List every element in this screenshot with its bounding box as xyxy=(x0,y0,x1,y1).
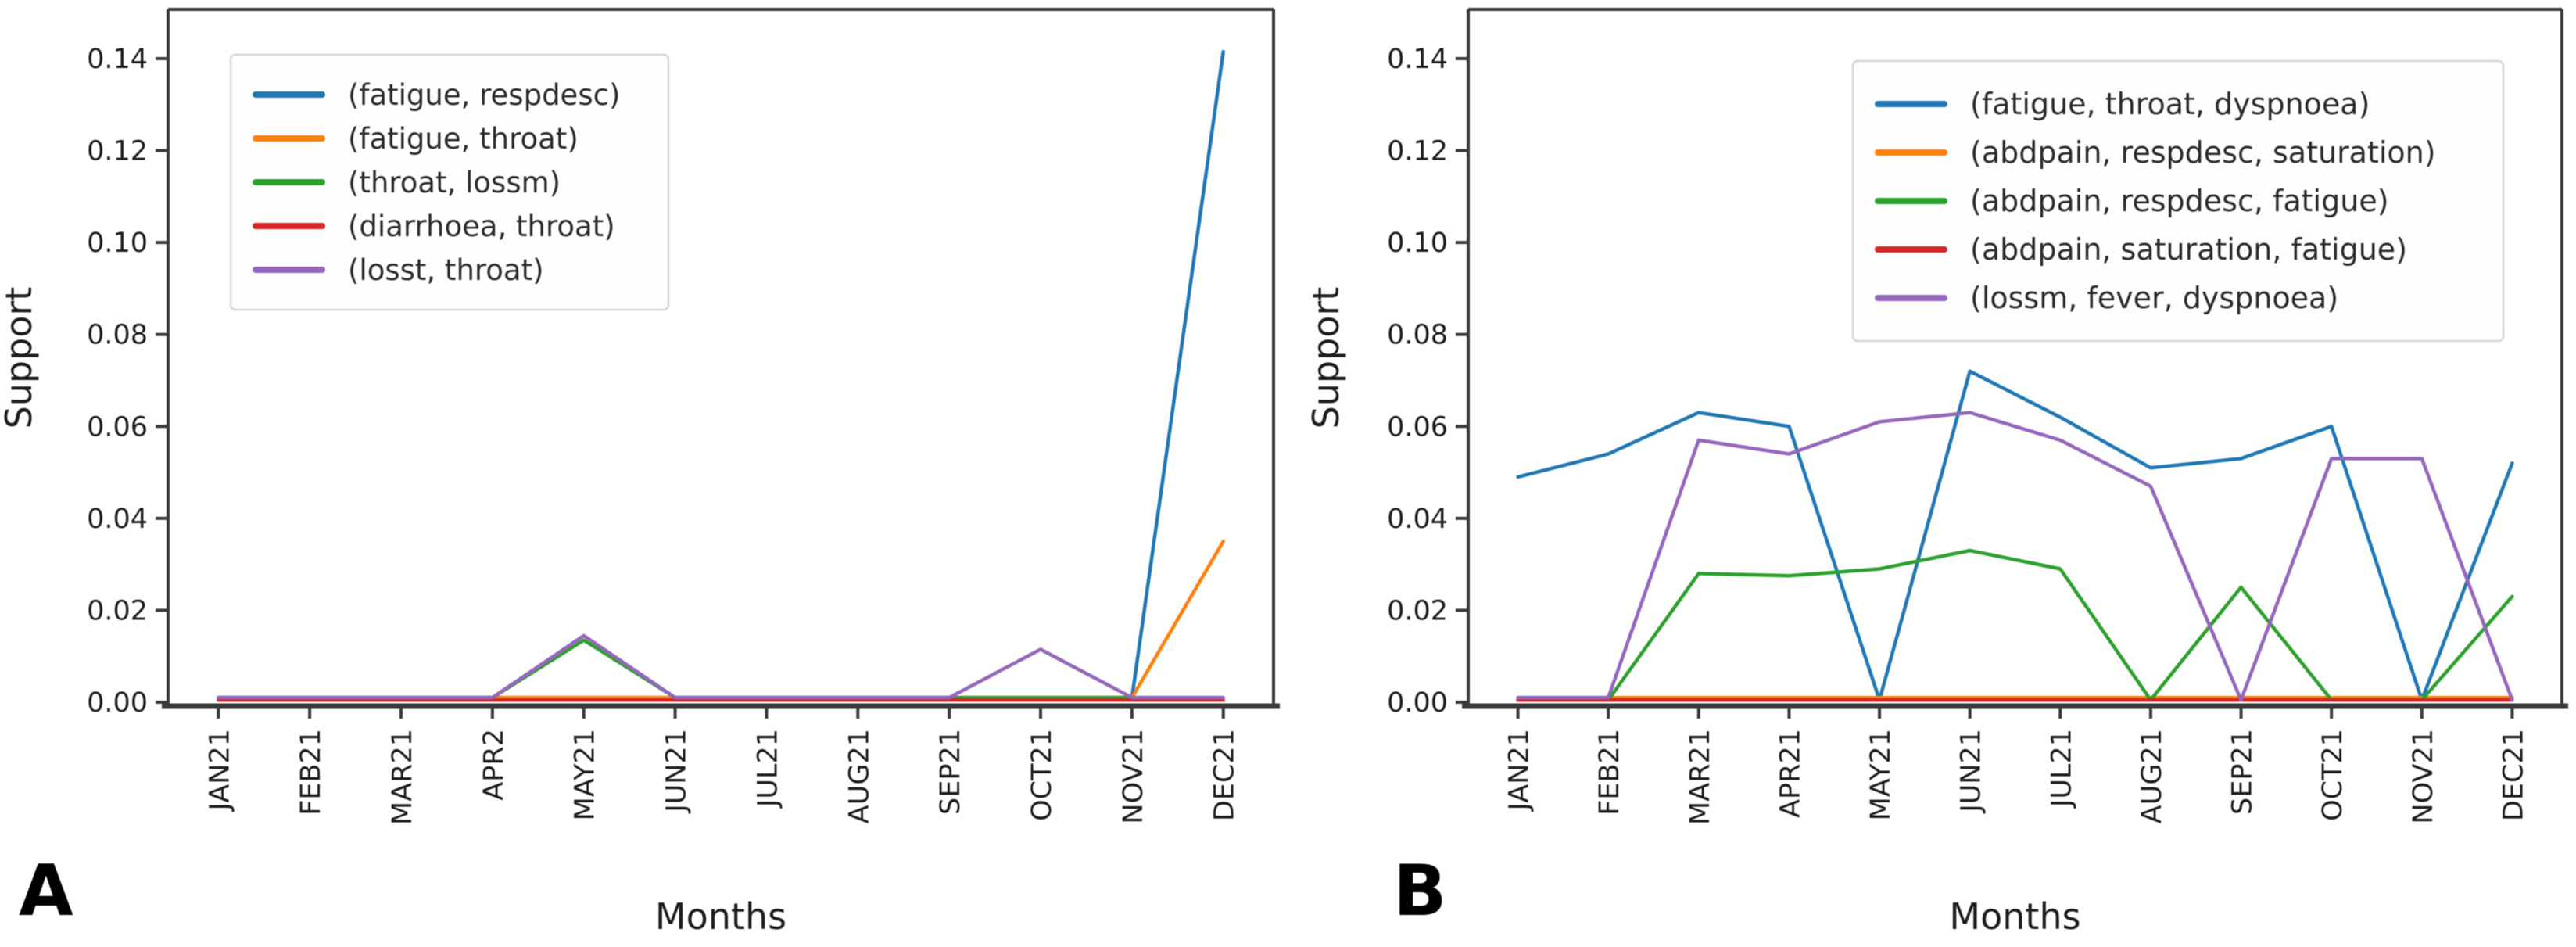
legend-entry-label: (fatigue, throat, dyspnoea) xyxy=(1970,87,2370,121)
x-tick-label: JAN21 xyxy=(204,729,235,812)
y-tick-label: 0.12 xyxy=(1387,136,1448,167)
panel-A: 0.00 0.02 0.04 0.06 0.08 0.10 0.12 0.14 JAN21 FEB… xyxy=(0,8,1280,938)
legend-entry-label: (fatigue, respdesc) xyxy=(348,78,620,112)
x-tick-label: APR21 xyxy=(1775,729,1806,818)
x-tick-label: AUG21 xyxy=(844,729,875,823)
series-line-A-2 xyxy=(217,638,1225,700)
y-axis-title: Support xyxy=(1305,287,1347,429)
legend-entry-label: (abdpain, respdesc, saturation) xyxy=(1970,135,2436,170)
y-tick-label: 0.04 xyxy=(87,504,148,535)
legend-entry-label: (lossm, fever, dyspnoea) xyxy=(1970,281,2338,315)
panel-letter-A: A xyxy=(19,850,73,932)
x-tick-label: APR2 xyxy=(478,729,510,801)
series-line-B-4 xyxy=(1516,411,2514,702)
legend-entry-label: (diarrhoea, throat) xyxy=(348,210,615,243)
x-tick-label: JUL21 xyxy=(752,729,783,809)
x-tick-label: JUN21 xyxy=(1956,729,1987,814)
y-tick-label: 0.10 xyxy=(87,228,148,259)
y-tick-label: 0.00 xyxy=(1387,687,1448,719)
y-tick-label: 0.14 xyxy=(1387,44,1448,75)
y-axis-title: Support xyxy=(0,287,40,429)
y-tick-label: 0.06 xyxy=(1387,411,1448,443)
panel-B: 0.00 0.02 0.04 0.06 0.08 0.10 0.12 0.14 JAN21 FEB… xyxy=(1305,8,2568,938)
x-tick-label: MAY21 xyxy=(1865,729,1897,820)
x-tick-label: NOV21 xyxy=(2408,729,2439,824)
x-tick-label: DEC21 xyxy=(1209,729,1241,821)
y-tick-label: 0.02 xyxy=(1387,595,1448,626)
legend-entry-label: (throat, lossm) xyxy=(348,166,561,199)
y-tick-label: 0.02 xyxy=(87,595,148,626)
y-tick-label: 0.00 xyxy=(87,687,148,719)
x-tick-label: JAN21 xyxy=(1504,729,1535,812)
y-tick-label: 0.04 xyxy=(1387,504,1448,535)
legend-entry-label: (abdpain, saturation, fatigue) xyxy=(1970,232,2407,267)
x-tick-label: JUL21 xyxy=(2046,729,2077,809)
x-tick-label: SEP21 xyxy=(935,729,966,815)
panel-letter-B: B xyxy=(1393,850,1447,932)
legend-entry-label: (losst, throat) xyxy=(348,253,544,287)
x-axis-title: Months xyxy=(1949,895,2080,938)
x-tick-label: MAR21 xyxy=(1685,729,1716,825)
x-tick-label: DEC21 xyxy=(2498,729,2529,821)
series-line-B-2 xyxy=(1516,548,2514,702)
x-tick-label: MAY21 xyxy=(570,729,601,820)
x-axis-title: Months xyxy=(655,895,786,938)
x-tick-label: JUN21 xyxy=(661,729,693,814)
legend-entry-label: (fatigue, throat) xyxy=(348,122,579,156)
x-tick-label: NOV21 xyxy=(1118,729,1149,824)
y-tick-label: 0.08 xyxy=(87,320,148,351)
x-tick-label: AUG21 xyxy=(2137,729,2168,823)
x-tick-label: FEB21 xyxy=(296,729,327,816)
y-tick-label: 0.08 xyxy=(1387,320,1448,351)
y-tick-label: 0.06 xyxy=(87,411,148,443)
series-line-A-4 xyxy=(217,633,1225,700)
series-line-B-0 xyxy=(1516,369,2514,702)
x-tick-label: OCT21 xyxy=(1026,729,1058,821)
x-tick-label: SEP21 xyxy=(2227,729,2259,815)
y-tick-label: 0.10 xyxy=(1387,228,1448,259)
series-line-A-1 xyxy=(217,539,1225,700)
legend-box xyxy=(1851,59,2505,343)
x-tick-label: OCT21 xyxy=(2317,729,2348,821)
y-tick-label: 0.12 xyxy=(87,136,148,167)
y-tick-label: 0.14 xyxy=(87,44,148,75)
legend-box xyxy=(229,53,670,311)
x-tick-label: MAR21 xyxy=(387,729,418,825)
x-tick-label: FEB21 xyxy=(1594,729,1625,816)
legend-entry-label: (abdpain, respdesc, fatigue) xyxy=(1970,184,2389,218)
